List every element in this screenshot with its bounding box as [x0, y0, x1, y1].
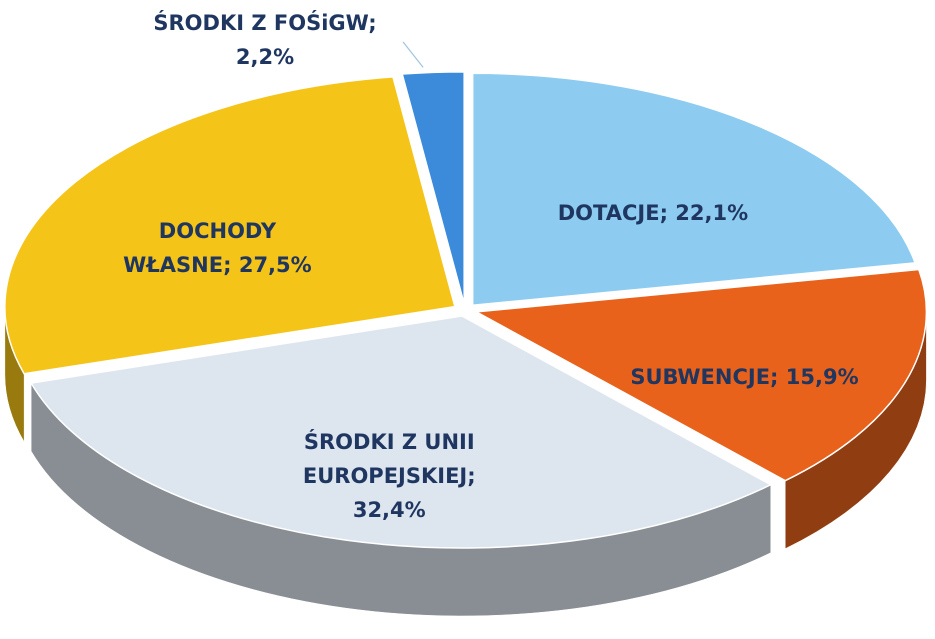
slice: [4, 76, 456, 375]
label-separator: ;: [467, 464, 476, 489]
category-name: DOTACJE: [557, 201, 660, 226]
value-label: 27,5%: [238, 253, 312, 278]
label-separator: ;: [368, 11, 377, 35]
slice: [471, 72, 917, 307]
value-label: 15,9%: [785, 365, 859, 390]
category-name: ŚRODKI Z UNII EUROPEJSKIEJ: [302, 430, 475, 489]
category-name: SUBWENCJE: [630, 365, 771, 390]
label-separator: ;: [770, 365, 779, 390]
slice: [473, 268, 928, 482]
slice: [29, 315, 773, 549]
data-label: DOCHODY WŁASNE; 27,5%: [102, 214, 332, 282]
data-label: SUBWENCJE; 15,9%: [629, 360, 859, 394]
slice-tops: [4, 71, 928, 549]
data-label: DOTACJE; 22,1%: [538, 196, 768, 230]
leader-line: [402, 41, 424, 68]
slice: [401, 71, 465, 305]
value-label: 32,4%: [352, 498, 426, 523]
value-label: 2,2%: [235, 45, 295, 69]
value-label: 22,1%: [675, 201, 749, 226]
category-name: DOCHODY WŁASNE: [123, 219, 277, 278]
data-label: ŚRODKI Z FOŚiGW; 2,2%: [150, 6, 380, 74]
label-separator: ;: [659, 201, 668, 226]
category-name: ŚRODKI Z FOŚiGW: [153, 11, 369, 35]
data-label: ŚRODKI Z UNII EUROPEJSKIEJ; 32,4%: [274, 425, 504, 527]
label-separator: ;: [223, 253, 232, 278]
